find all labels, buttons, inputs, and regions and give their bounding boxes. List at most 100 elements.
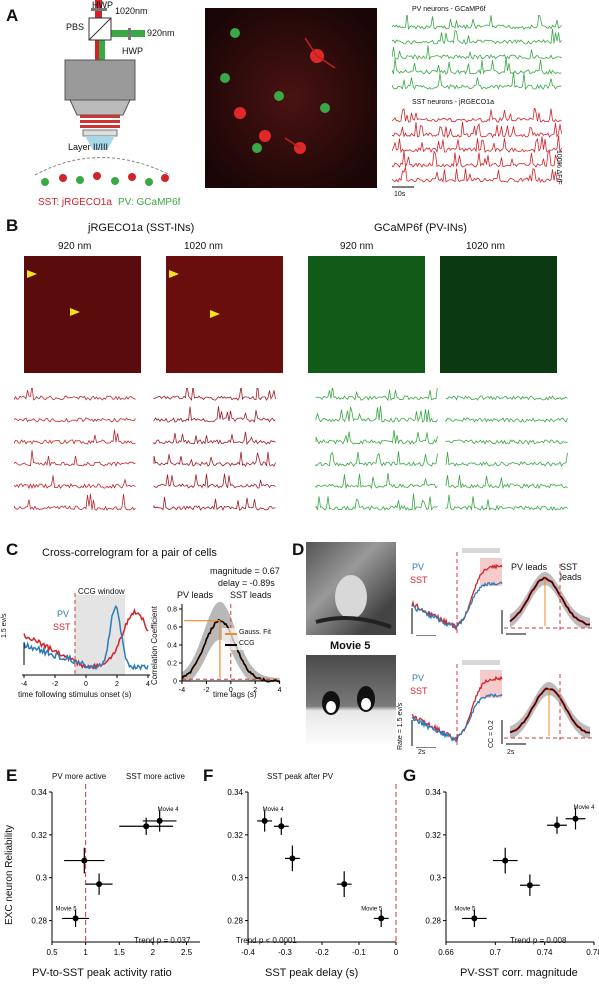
scale-c: 1.5 ev/s — [1, 613, 8, 638]
activity-trace — [14, 475, 136, 490]
sst-trace — [392, 167, 562, 184]
legend-ccg-c: CCG — [239, 640, 255, 647]
x-tick-label: 0.74 — [537, 948, 553, 957]
activity-trace — [315, 451, 438, 467]
pv-trace — [392, 29, 562, 45]
x-tick-label: -4 — [21, 681, 27, 688]
point-label: Movie 5 — [56, 906, 78, 912]
ylabel-right-c: Correlation Coefficient — [150, 605, 159, 685]
panel-label-e: E — [6, 766, 18, 785]
point-label: Movie 5 — [361, 906, 383, 912]
x-tick-label: 1 — [83, 948, 88, 957]
pv-trace — [392, 45, 562, 61]
f-top: SST peak after PV — [267, 772, 334, 781]
y-tick-label: 0.4 — [167, 643, 177, 650]
activity-trace — [315, 405, 438, 423]
label-layer: Layer II/III — [68, 142, 109, 152]
data-point — [72, 915, 79, 922]
legend-sst-d1: SST — [410, 575, 428, 585]
y-tick-label: 0 — [173, 679, 177, 686]
data-point — [502, 857, 509, 864]
legend-sst-c: SST — [53, 622, 71, 632]
neuron-icons — [41, 172, 169, 186]
y-tick-label: 0.3 — [232, 874, 244, 883]
wl-920-red: 920 nm — [58, 241, 92, 252]
title-jrgeco: jRGECO1a (SST-INs) — [88, 222, 195, 234]
activity-trace — [14, 429, 136, 445]
ccg-window-label: CCG window — [78, 587, 125, 596]
label-pv: PV: GCaMP6f — [118, 197, 181, 208]
xlabel-right-c: time lags (s) — [213, 690, 257, 699]
panel-label-a: A — [6, 6, 19, 25]
scatter-plot-f: 0.28 0.3 0.32 0.34 -0.4 -0.3 -0.2 -0.1 0 Movie 4 M… — [227, 784, 399, 957]
x-tick-label: 2 — [115, 681, 119, 688]
pv-traces-title: PV neurons - GCaMP6f — [412, 6, 486, 13]
activity-trace — [14, 493, 136, 511]
wl-1020-green: 1020 nm — [466, 241, 505, 252]
activity-trace — [445, 452, 568, 467]
e-top-right: SST more active — [126, 772, 185, 781]
image-green-1020 — [440, 256, 557, 373]
image-red-1020 — [166, 256, 283, 373]
y-tick-label: 0.28 — [425, 917, 441, 926]
legend-sst-d2: SST — [410, 686, 428, 696]
pv-psth-line — [411, 692, 503, 743]
panel-label-b: B — [6, 216, 19, 235]
data-point — [554, 822, 560, 829]
sst-trace — [392, 108, 562, 123]
y-tick-label: 0.3 — [430, 874, 442, 883]
label-1020nm: 1020nm — [115, 6, 148, 16]
activity-trace — [315, 388, 438, 402]
data-point — [289, 855, 296, 862]
sst-trace — [392, 150, 562, 168]
movie-frame-5 — [306, 655, 396, 748]
y-tick-label: 0.28 — [31, 917, 47, 926]
psth-plot-d-top — [411, 548, 503, 636]
data-point — [81, 857, 88, 864]
legend-pv-d2: PV — [412, 673, 425, 683]
sst-traces-title: SST neurons - jRGECO1a — [412, 99, 494, 106]
cc-d: CC = 0.2 — [488, 720, 495, 748]
y-tick-label: 0.28 — [227, 917, 243, 926]
panel-label-d: D — [292, 540, 305, 559]
pv-trace — [392, 15, 562, 31]
psth-plot-d-bottom — [411, 660, 503, 748]
panel-label-c: C — [6, 540, 19, 559]
pv-psth-line — [411, 581, 503, 630]
scale-df-a: 100% ΔF/F — [555, 150, 562, 185]
pv-trace — [392, 57, 562, 75]
y-tick-label: 0.6 — [167, 625, 177, 632]
data-point — [278, 823, 285, 830]
data-point — [471, 915, 478, 922]
scale-bar-a — [392, 186, 414, 188]
movie-frame-4 — [306, 542, 396, 635]
ccg-plot-d-top — [501, 564, 592, 635]
activity-trace — [14, 388, 136, 401]
y-tick-label: 0.32 — [227, 831, 243, 840]
data-point — [378, 915, 385, 922]
movie-5-label: Movie 5 — [330, 640, 371, 652]
label-pbs: PBS — [66, 22, 85, 32]
microscope-schematic — [34, 0, 171, 186]
panel-label-f: F — [203, 766, 214, 785]
activity-trace — [14, 417, 136, 423]
data-point — [96, 881, 103, 888]
sst-psth-line — [411, 563, 503, 630]
x-tick-label: -4 — [179, 687, 185, 694]
x-tick-label: -0.2 — [315, 948, 329, 957]
g-xlabel: PV-SST corr. magnitude — [460, 967, 578, 979]
y-tick-label: 0.32 — [31, 831, 47, 840]
x-tick-label: 2 — [253, 687, 257, 694]
e-xlabel: PV-to-SST peak activity ratio — [32, 967, 172, 979]
legend-pv-c: PV — [57, 609, 70, 619]
x-tick-label: 2.5 — [181, 948, 193, 957]
data-point — [572, 815, 579, 822]
x-tick-label: 4 — [278, 687, 282, 694]
ccg-plot-c: -4 -2 0 2 4 0 0.2 0.4 0.6 0.8 — [167, 601, 282, 694]
x-tick-label: -0.1 — [352, 948, 366, 957]
xlabel-left-c: time following stimulus onset (s) — [18, 690, 132, 699]
activity-trace — [14, 450, 136, 467]
ccg-line — [509, 687, 591, 734]
y-tick-label: 0.2 — [167, 661, 177, 668]
sst-trace — [392, 135, 562, 154]
